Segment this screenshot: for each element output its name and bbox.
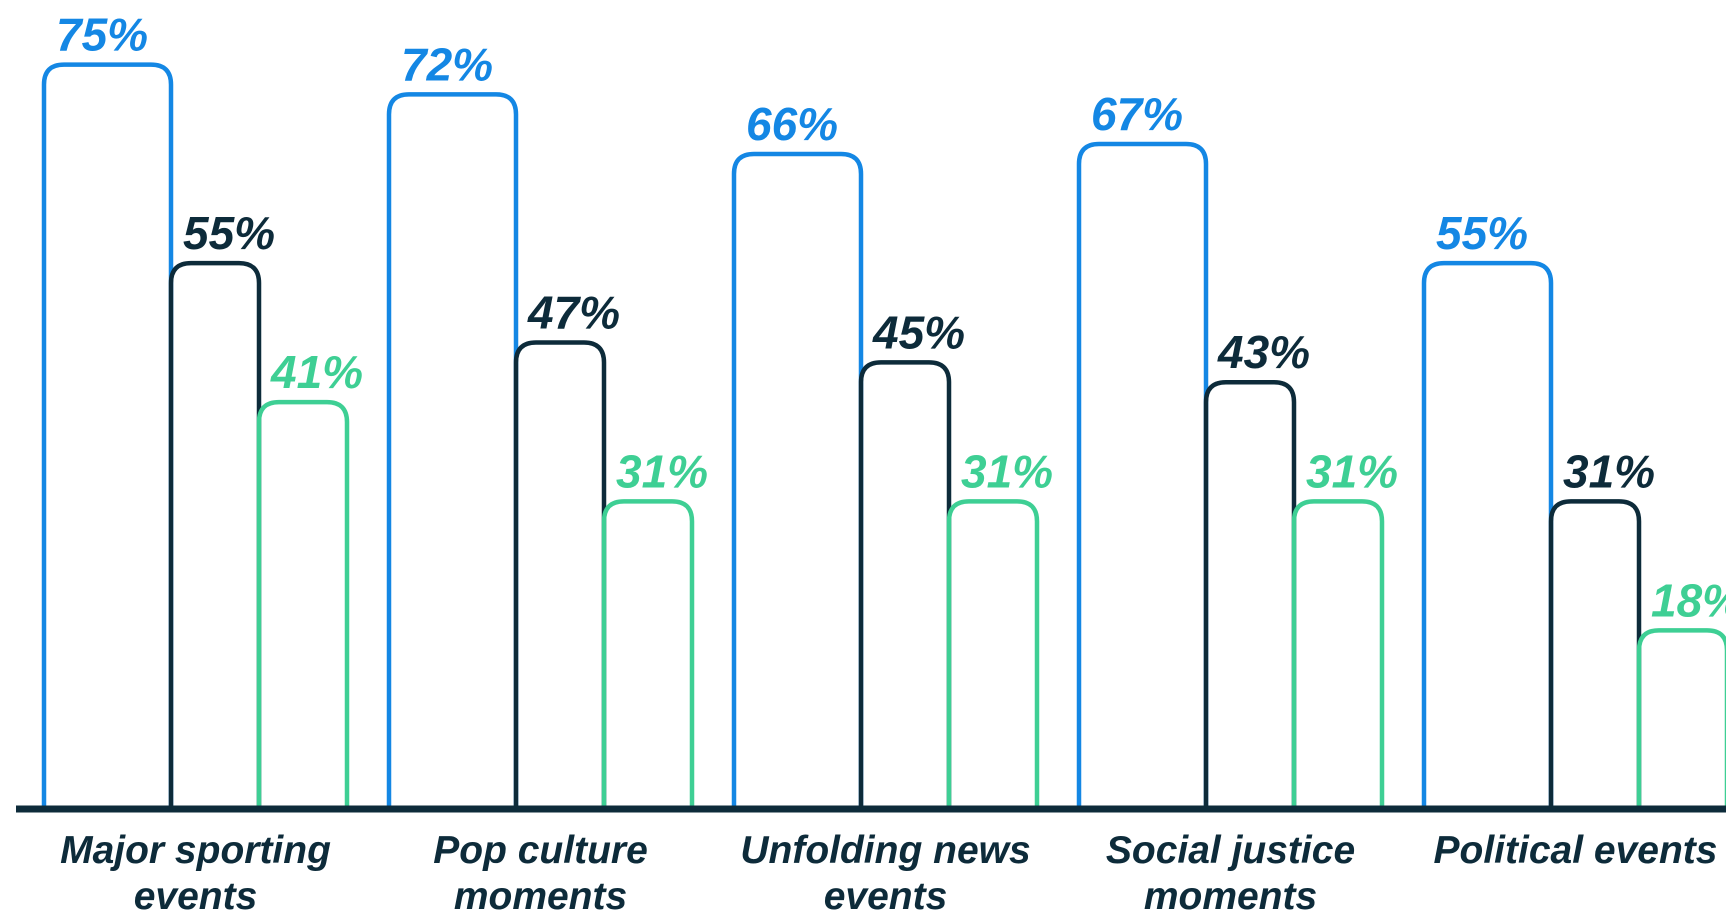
bar [256, 399, 350, 809]
category-label: Major sporting events [60, 829, 331, 918]
bar [946, 499, 1040, 809]
bar [858, 360, 952, 809]
category-label: Political events [1433, 829, 1718, 872]
bar [731, 151, 864, 809]
category-label: Pop culture moments [433, 829, 648, 918]
bar [1636, 628, 1726, 809]
bar [1548, 499, 1642, 809]
value-label: 67% [1091, 88, 1183, 140]
value-label: 31% [1306, 445, 1398, 497]
category-label: Social justice moments [1105, 829, 1356, 918]
value-label: 31% [616, 445, 708, 497]
bar [386, 92, 519, 809]
bar [41, 62, 174, 809]
category-label: Unfolding news events [740, 829, 1031, 918]
value-label: 66% [746, 98, 838, 150]
bar [513, 340, 607, 809]
value-label: 41% [270, 346, 363, 398]
bar [168, 260, 262, 809]
bar [1291, 499, 1385, 809]
bar [1421, 260, 1554, 809]
value-label: 55% [183, 207, 275, 259]
value-label: 45% [872, 306, 965, 358]
value-label: 55% [1436, 207, 1528, 259]
value-label: 43% [1217, 326, 1310, 378]
value-label: 47% [527, 287, 620, 339]
bar [1076, 141, 1209, 809]
value-label: 31% [961, 445, 1053, 497]
bar [1203, 379, 1297, 809]
value-label: 75% [56, 9, 148, 61]
value-label: 31% [1563, 445, 1655, 497]
value-label: 18% [1651, 574, 1726, 626]
value-label: 72% [401, 38, 493, 90]
bar [601, 499, 695, 809]
